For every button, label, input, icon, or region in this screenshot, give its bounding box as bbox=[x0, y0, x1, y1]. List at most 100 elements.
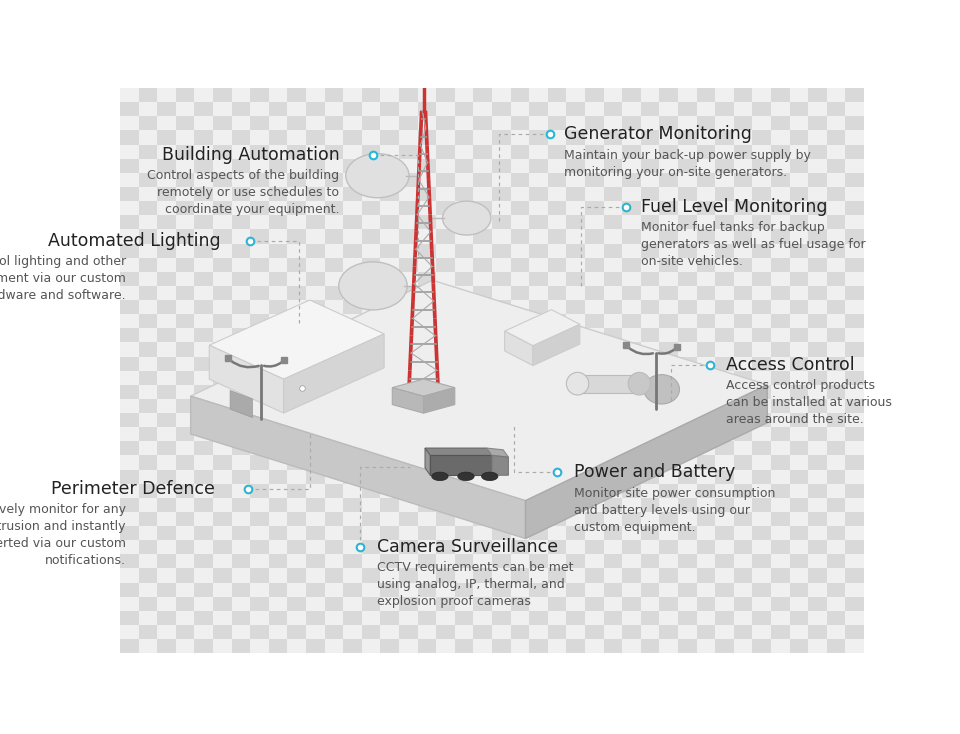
Bar bbox=[529, 540, 548, 554]
Bar bbox=[492, 611, 511, 625]
Bar bbox=[231, 371, 251, 385]
Bar bbox=[306, 597, 324, 611]
Bar bbox=[455, 117, 473, 131]
Bar bbox=[213, 625, 231, 639]
Bar bbox=[362, 639, 380, 653]
Bar bbox=[176, 498, 194, 512]
Bar bbox=[585, 371, 604, 385]
Bar bbox=[194, 102, 213, 117]
Bar bbox=[120, 102, 138, 117]
Bar bbox=[380, 470, 399, 484]
Bar bbox=[418, 639, 436, 653]
Bar bbox=[380, 597, 399, 611]
Bar bbox=[324, 540, 344, 554]
Bar bbox=[251, 540, 269, 554]
Bar bbox=[733, 455, 753, 470]
Bar bbox=[269, 187, 287, 201]
Bar bbox=[808, 159, 827, 173]
Bar bbox=[511, 484, 529, 498]
Bar bbox=[138, 272, 157, 286]
Bar bbox=[566, 244, 585, 258]
Bar bbox=[194, 286, 213, 300]
Bar bbox=[231, 399, 251, 413]
Bar bbox=[324, 201, 344, 215]
Bar bbox=[846, 300, 864, 314]
Bar bbox=[157, 173, 176, 187]
Bar bbox=[120, 328, 138, 342]
Bar bbox=[194, 484, 213, 498]
Bar bbox=[622, 399, 641, 413]
Bar bbox=[138, 173, 157, 187]
Bar bbox=[231, 300, 251, 314]
Bar bbox=[380, 215, 399, 229]
Bar bbox=[566, 314, 585, 328]
Bar bbox=[715, 484, 733, 498]
Bar bbox=[492, 229, 511, 244]
Bar bbox=[789, 272, 808, 286]
Bar bbox=[641, 441, 660, 455]
Bar bbox=[771, 413, 789, 427]
Bar bbox=[566, 173, 585, 187]
Bar bbox=[789, 357, 808, 371]
Bar bbox=[678, 244, 697, 258]
Bar bbox=[548, 597, 566, 611]
Bar bbox=[697, 526, 715, 540]
Bar bbox=[678, 385, 697, 399]
Bar bbox=[473, 159, 492, 173]
Bar bbox=[660, 272, 678, 286]
Bar bbox=[511, 314, 529, 328]
Bar bbox=[380, 102, 399, 117]
Bar bbox=[138, 286, 157, 300]
Bar bbox=[418, 583, 436, 597]
Bar bbox=[324, 526, 344, 540]
Bar bbox=[269, 215, 287, 229]
Bar bbox=[808, 526, 827, 540]
Bar bbox=[492, 131, 511, 145]
Bar bbox=[344, 215, 362, 229]
Polygon shape bbox=[409, 335, 413, 353]
Bar bbox=[678, 554, 697, 568]
Polygon shape bbox=[487, 448, 509, 457]
Bar bbox=[715, 583, 733, 597]
Bar bbox=[194, 117, 213, 131]
Text: Perimeter Defence: Perimeter Defence bbox=[51, 480, 215, 498]
Bar bbox=[697, 554, 715, 568]
Bar bbox=[529, 88, 548, 102]
Bar bbox=[473, 512, 492, 526]
Bar bbox=[324, 413, 344, 427]
Bar bbox=[753, 102, 771, 117]
Polygon shape bbox=[393, 388, 423, 413]
Bar bbox=[399, 357, 418, 371]
Bar bbox=[418, 357, 436, 371]
Bar bbox=[436, 159, 455, 173]
Bar bbox=[251, 554, 269, 568]
Bar bbox=[362, 328, 380, 342]
Bar bbox=[585, 455, 604, 470]
Polygon shape bbox=[209, 300, 384, 379]
Bar bbox=[194, 244, 213, 258]
Bar bbox=[324, 159, 344, 173]
Polygon shape bbox=[230, 390, 252, 418]
Bar bbox=[306, 526, 324, 540]
Polygon shape bbox=[430, 249, 434, 266]
Bar bbox=[287, 455, 306, 470]
Bar bbox=[789, 597, 808, 611]
Bar bbox=[287, 314, 306, 328]
Polygon shape bbox=[410, 301, 415, 319]
Bar bbox=[604, 342, 622, 357]
Bar bbox=[660, 639, 678, 653]
Bar bbox=[585, 286, 604, 300]
Bar bbox=[548, 526, 566, 540]
Bar bbox=[753, 583, 771, 597]
Bar bbox=[566, 540, 585, 554]
Bar bbox=[138, 568, 157, 583]
Bar bbox=[344, 597, 362, 611]
Bar bbox=[529, 201, 548, 215]
Text: Fuel Level Monitoring: Fuel Level Monitoring bbox=[641, 197, 828, 216]
Bar bbox=[808, 597, 827, 611]
Bar bbox=[846, 455, 864, 470]
Bar bbox=[455, 314, 473, 328]
Bar bbox=[344, 342, 362, 357]
Text: Building Automation: Building Automation bbox=[161, 146, 340, 164]
Bar bbox=[380, 399, 399, 413]
